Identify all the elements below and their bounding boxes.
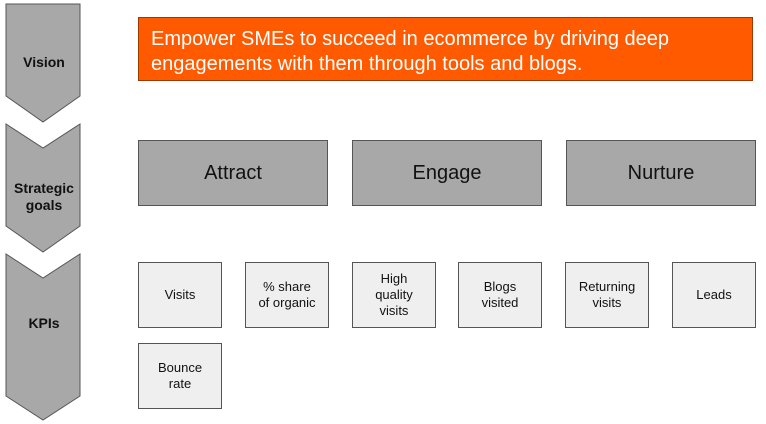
kpi-leads: Leads: [672, 262, 756, 328]
goal-nurture: Nurture: [566, 140, 756, 206]
vision-statement: Empower SMEs to succeed in ecommerce by …: [151, 28, 670, 75]
stage-chevrons: [5, 3, 81, 421]
kpi-bounce-rate: Bounce rate: [138, 343, 222, 409]
kpi-returning-visits: Returning visits: [565, 262, 649, 328]
kpis-chevron: [5, 253, 81, 421]
vision-statement-box: Empower SMEs to succeed in ecommerce by …: [138, 17, 753, 81]
goal-attract: Attract: [138, 140, 328, 206]
strategic-goals-stage-label: Strategic goals: [14, 180, 74, 213]
kpi-visits: Visits: [138, 262, 222, 328]
vision-chevron: [5, 3, 81, 123]
kpi-high-quality-visits: High quality visits: [352, 262, 436, 328]
kpis-stage-label: KPIs: [28, 315, 60, 331]
goal-engage: Engage: [352, 140, 542, 206]
strategic-goals-chevron: [5, 123, 81, 253]
kpi-share-of-organic: % share of organic: [245, 262, 329, 328]
vision-stage-label: Vision: [23, 54, 65, 70]
kpi-blogs-visited: Blogs visited: [458, 262, 542, 328]
